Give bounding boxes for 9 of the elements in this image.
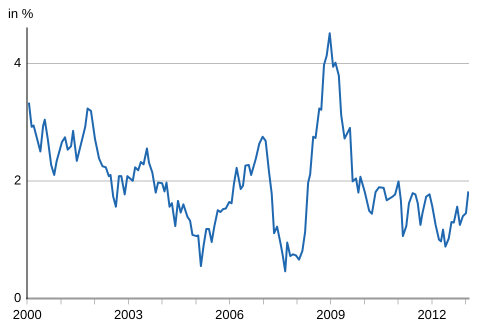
y-tick-label: 4 bbox=[14, 54, 22, 70]
x-tick-label: 2003 bbox=[114, 306, 143, 322]
x-tick-label: 2009 bbox=[316, 306, 346, 322]
y-axis-title: in % bbox=[8, 6, 34, 22]
x-tick-label: 2012 bbox=[417, 306, 446, 322]
y-tick-label: 2 bbox=[14, 172, 22, 188]
y-tick-label: 0 bbox=[14, 290, 22, 305]
x-tick-label: 2006 bbox=[215, 306, 244, 322]
x-tick-label: 2000 bbox=[12, 306, 42, 322]
